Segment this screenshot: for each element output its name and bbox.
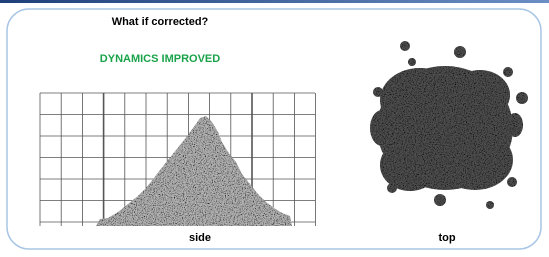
page: What if corrected? DYNAMICS IMPROVED sid… bbox=[0, 0, 549, 257]
subtitle: DYNAMICS IMPROVED bbox=[100, 53, 220, 65]
slide: What if corrected? DYNAMICS IMPROVED sid… bbox=[0, 0, 549, 257]
panel-label: top bbox=[438, 232, 455, 244]
panel-label: side bbox=[189, 232, 211, 244]
top-bar bbox=[0, 0, 549, 3]
title: What if corrected? bbox=[112, 16, 209, 28]
